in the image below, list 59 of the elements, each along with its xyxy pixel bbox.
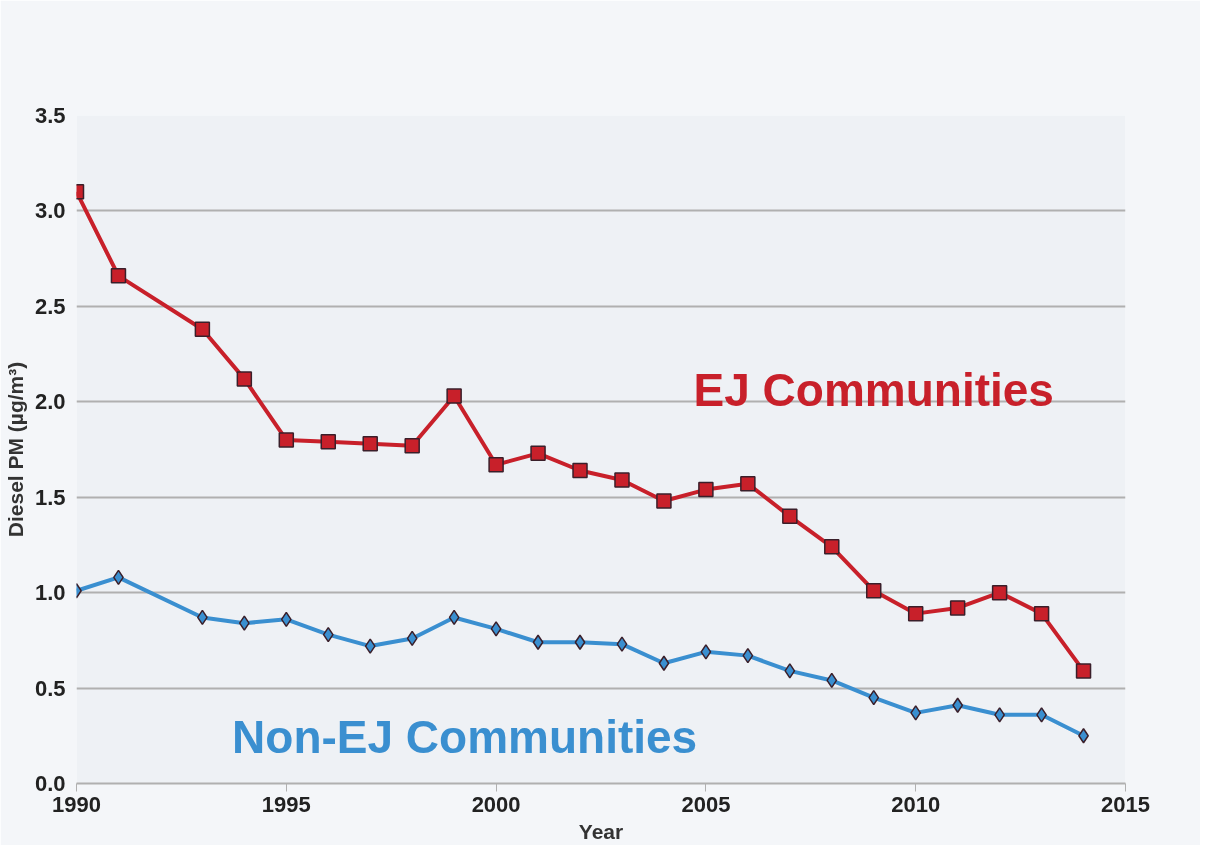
point (532, 634, 544, 651)
point (406, 630, 418, 647)
point (616, 636, 628, 652)
point (236, 371, 253, 387)
point (824, 539, 840, 555)
x-tick-label: 2010 (891, 791, 941, 817)
point (446, 388, 462, 404)
point (740, 476, 756, 492)
series-label: EJ Communities (693, 364, 1054, 417)
point (907, 605, 924, 622)
y-tick-label: 2.5 (34, 293, 66, 319)
y-tick-label: 0.5 (34, 675, 66, 701)
point (320, 434, 337, 450)
point (110, 268, 127, 284)
y-tick-label: 2.0 (34, 389, 66, 415)
point (782, 508, 798, 525)
point (742, 647, 754, 664)
y-tick-label: 3.0 (34, 198, 66, 224)
point (656, 493, 672, 509)
series-label: Non-EJ Communities (232, 711, 698, 764)
point (952, 697, 964, 713)
point (196, 609, 208, 626)
x-tick-label: 2000 (471, 791, 521, 817)
point (826, 672, 838, 689)
y-tick-label: 1.0 (34, 580, 66, 606)
point (364, 638, 376, 654)
point (490, 621, 502, 637)
point (994, 707, 1006, 723)
point (949, 600, 966, 616)
point (1033, 605, 1050, 622)
y-axis-title: Diesel PM (µg/m³) (3, 361, 27, 538)
y-tick-label: 3.5 (34, 103, 66, 128)
point (868, 689, 880, 706)
x-tick-label: 2015 (1101, 791, 1150, 817)
point (865, 582, 882, 599)
point (238, 615, 250, 631)
point (991, 584, 1008, 601)
point (698, 481, 714, 498)
point (614, 472, 630, 488)
point (784, 663, 796, 679)
point (280, 611, 292, 628)
point (1075, 663, 1092, 679)
point (194, 321, 211, 338)
point (574, 634, 586, 651)
x-tick-label: 2005 (681, 791, 731, 817)
point (488, 457, 504, 473)
point (448, 609, 460, 626)
point (658, 655, 670, 672)
y-tick-label: 1.5 (34, 484, 66, 510)
point (910, 705, 922, 721)
point (700, 644, 712, 660)
point (530, 445, 546, 462)
x-axis-title: Year (578, 819, 624, 843)
point (362, 436, 378, 452)
point (278, 432, 295, 448)
point (404, 437, 420, 454)
point (322, 626, 334, 643)
x-tick-label: 1995 (261, 791, 311, 817)
point (572, 462, 588, 479)
